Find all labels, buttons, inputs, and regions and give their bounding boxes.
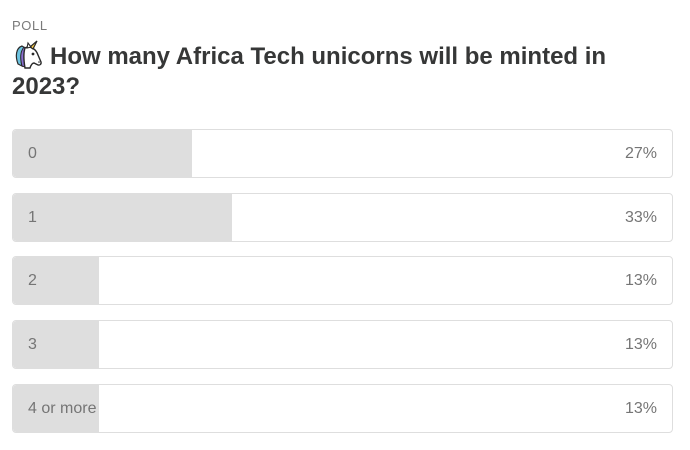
poll-option-percent: 13% bbox=[624, 400, 657, 417]
poll-option[interactable]: 3 13% bbox=[12, 320, 673, 369]
poll-option-bar bbox=[13, 130, 192, 177]
poll-option-percent: 33% bbox=[624, 209, 657, 226]
poll-option[interactable]: 2 13% bbox=[12, 256, 673, 305]
poll-question-text: How many Africa Tech unicorns will be mi… bbox=[12, 43, 607, 100]
poll-option-percent: 27% bbox=[624, 145, 657, 162]
poll-question: How many Africa Tech unicorns will be mi… bbox=[12, 40, 652, 102]
poll-option-label: 3 bbox=[28, 336, 37, 353]
poll-option[interactable]: 0 27% bbox=[12, 129, 673, 178]
poll-option-percent: 13% bbox=[624, 272, 657, 289]
poll-option-bar bbox=[13, 385, 99, 432]
poll-option-label: 1 bbox=[28, 209, 37, 226]
poll-option-bar bbox=[13, 321, 99, 368]
poll-option-bar bbox=[13, 194, 232, 241]
poll-label: POLL bbox=[12, 18, 48, 33]
poll-option[interactable]: 1 33% bbox=[12, 193, 673, 242]
poll-option-label: 4 or more bbox=[28, 400, 97, 417]
poll-option-label: 0 bbox=[28, 145, 37, 162]
poll-option-bar bbox=[13, 257, 99, 304]
poll-option[interactable]: 4 or more 13% bbox=[12, 384, 673, 433]
poll-option-percent: 13% bbox=[624, 336, 657, 353]
poll-option-label: 2 bbox=[28, 272, 37, 289]
unicorn-icon bbox=[12, 40, 44, 70]
